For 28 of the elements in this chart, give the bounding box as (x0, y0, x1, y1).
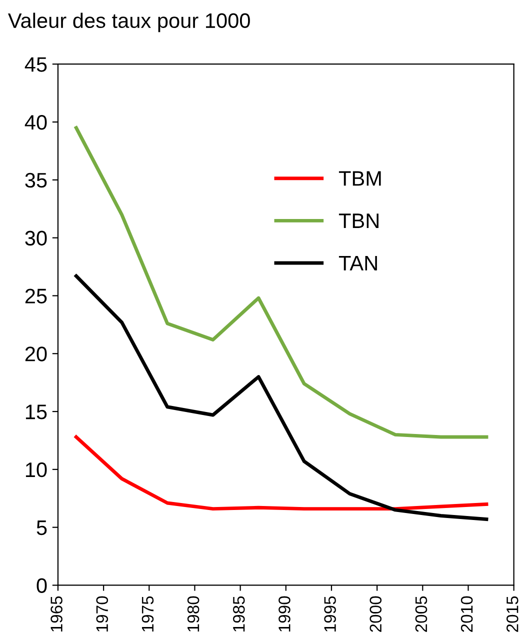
x-tick-label: 2005 (415, 596, 428, 632)
y-tick-label: 25 (25, 288, 47, 304)
x-tick-label: 1965 (50, 596, 62, 632)
x-tick-label: 1985 (232, 596, 245, 632)
legend-label: TAN (338, 256, 377, 270)
x-tick-label: 1970 (96, 596, 108, 632)
line-series (74, 126, 488, 439)
x-tick-label: 1975 (142, 596, 154, 632)
y-tick-label: 45 (24, 57, 47, 72)
y-tick-label: 20 (25, 346, 47, 362)
chart-title: Valeur des taux pour 1000 (8, 12, 250, 32)
x-tick-label: 2015 (506, 596, 518, 632)
legend-label: TBN (338, 214, 378, 228)
line-series (74, 274, 488, 521)
y-tick-label: 35 (25, 172, 47, 188)
y-tick-label: 15 (26, 404, 47, 420)
x-tick-label: 2010 (460, 596, 473, 632)
y-tick-label: 0 (36, 578, 47, 593)
x-tick-label: 1990 (278, 596, 290, 632)
line-series (74, 435, 488, 511)
x-tick-label: 1995 (324, 596, 336, 632)
y-tick-label: 30 (25, 230, 47, 246)
y-tick-label: 10 (26, 462, 47, 478)
legend-label: TBM (338, 171, 381, 186)
x-tick-label: 2000 (370, 596, 382, 632)
x-tick-label: 1980 (187, 596, 200, 632)
y-tick-label: 5 (36, 520, 47, 536)
y-tick-label: 40 (24, 115, 47, 130)
